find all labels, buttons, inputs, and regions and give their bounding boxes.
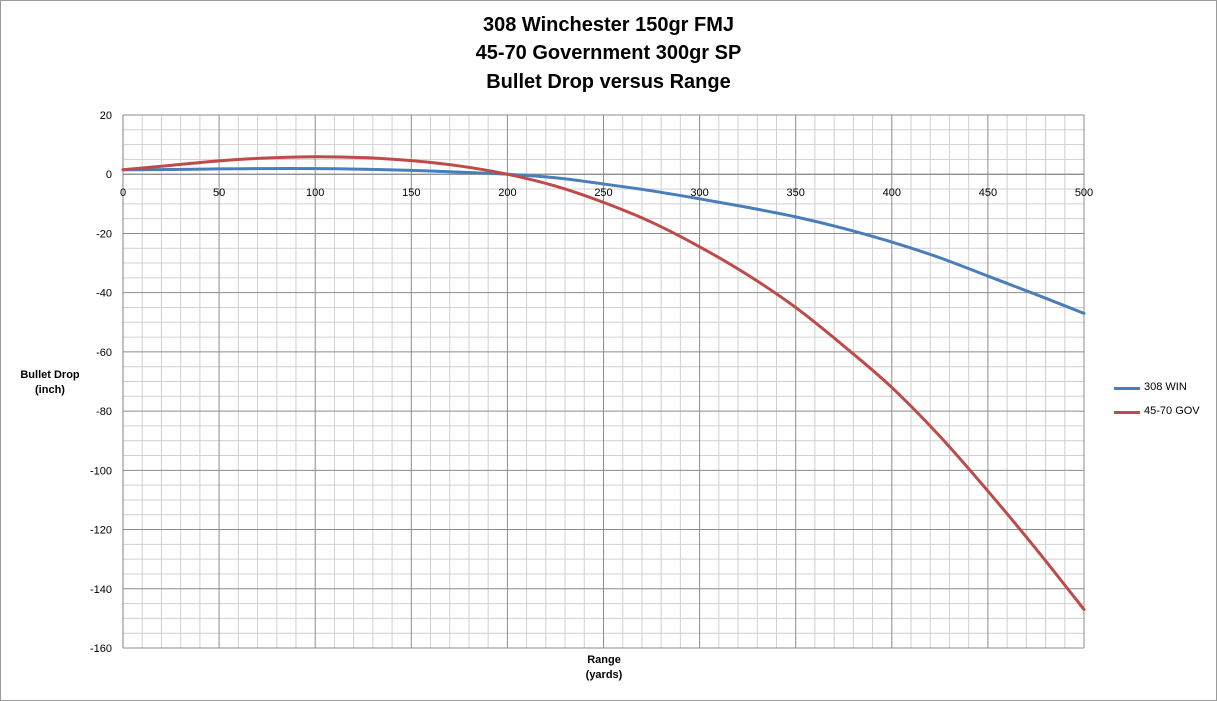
minor-gridlines (123, 115, 1084, 648)
axis-lines (122, 115, 1084, 648)
y-tick-labels: 20 0 -20 -40 -60 -80 -100 -120 -140 -160 (90, 110, 112, 655)
y-axis-title-line-2: (inch) (35, 384, 65, 396)
y-tick-label: -140 (90, 584, 112, 596)
legend-swatch-45-70-gov (1114, 411, 1140, 414)
x-tick-labels: 0 50 100 150 200 250 300 350 400 450 500 (120, 187, 1093, 199)
x-tick-label: 200 (498, 187, 516, 199)
legend-label-45-70-gov: 45-70 GOV (1144, 405, 1200, 417)
y-tick-label: -20 (96, 228, 112, 240)
legend-swatch-308-win (1114, 387, 1140, 390)
x-tick-label: 500 (1075, 187, 1093, 199)
x-tick-label: 450 (979, 187, 997, 199)
x-tick-label: 400 (883, 187, 901, 199)
series-lines (121, 155, 1086, 612)
legend-label-308-win: 308 WIN (1144, 381, 1187, 393)
y-tick-label: -100 (90, 465, 112, 477)
series-line-45-70-gov (121, 155, 1086, 612)
series-line-308-win (121, 167, 1086, 315)
x-tick-label: 0 (120, 187, 126, 199)
x-tick-label: 300 (690, 187, 708, 199)
y-tick-label: 0 (106, 169, 112, 181)
x-tick-label: 150 (402, 187, 420, 199)
y-axis-title: Bullet Drop (inch) (8, 368, 92, 398)
x-axis-title: Range (yards) (554, 653, 654, 683)
y-tick-label: -60 (96, 347, 112, 359)
x-tick-label: 250 (594, 187, 612, 199)
y-tick-label: -80 (96, 406, 112, 418)
x-tick-label: 350 (787, 187, 805, 199)
chart-title-line-2: 45-70 Government 300gr SP (475, 42, 742, 64)
y-axis-title-line-1: Bullet Drop (20, 369, 80, 381)
x-axis-title-line-2: (yards) (585, 669, 623, 681)
x-tick-label: 100 (306, 187, 324, 199)
x-tick-label: 50 (213, 187, 225, 199)
chart-title-line-3: Bullet Drop versus Range (486, 71, 731, 93)
y-tick-label: -120 (90, 525, 112, 537)
y-tick-label: -160 (90, 643, 112, 655)
y-tick-label: -40 (96, 288, 112, 300)
chart-title-line-1: 308 Winchester 150gr FMJ (482, 14, 735, 36)
x-axis-title-line-1: Range (587, 654, 621, 666)
y-tick-label: 20 (100, 110, 112, 122)
